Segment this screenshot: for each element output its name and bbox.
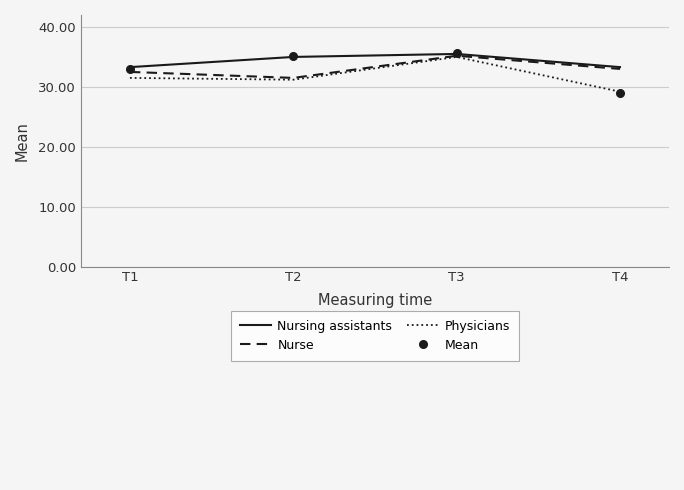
X-axis label: Measuring time: Measuring time: [318, 293, 432, 308]
Legend: Nursing assistants, Nurse, Physicians, Mean: Nursing assistants, Nurse, Physicians, M…: [231, 311, 519, 361]
Y-axis label: Mean: Mean: [15, 121, 30, 161]
